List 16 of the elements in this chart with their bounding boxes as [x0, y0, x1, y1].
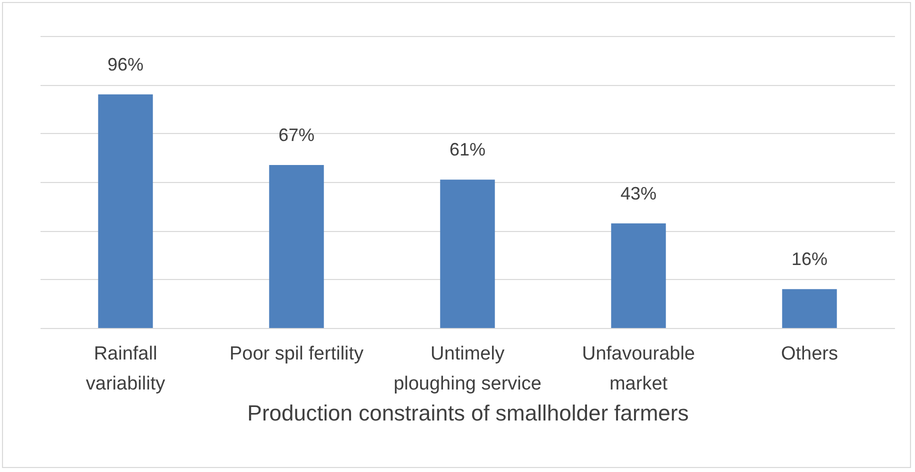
data-label: 16%	[791, 249, 828, 270]
x-tick-label: Untimely ploughing service	[394, 344, 542, 394]
data-label: 67%	[278, 124, 315, 145]
x-tick-label: Others	[780, 344, 838, 364]
data-label: 96%	[107, 54, 144, 74]
data-label: 43%	[620, 183, 657, 204]
data-label: 61%	[449, 140, 486, 160]
x-tick-label: Rainfall variability	[86, 344, 166, 394]
bar	[269, 164, 324, 328]
x-tick-label: Poor spil fertility	[229, 344, 364, 364]
bar	[782, 289, 837, 328]
bar	[440, 180, 495, 328]
x-axis-title: Production constraints of smallholder farmers	[247, 400, 689, 426]
bar	[98, 94, 153, 328]
bar	[611, 223, 666, 328]
x-tick-label: Unfavourable market	[582, 344, 696, 394]
